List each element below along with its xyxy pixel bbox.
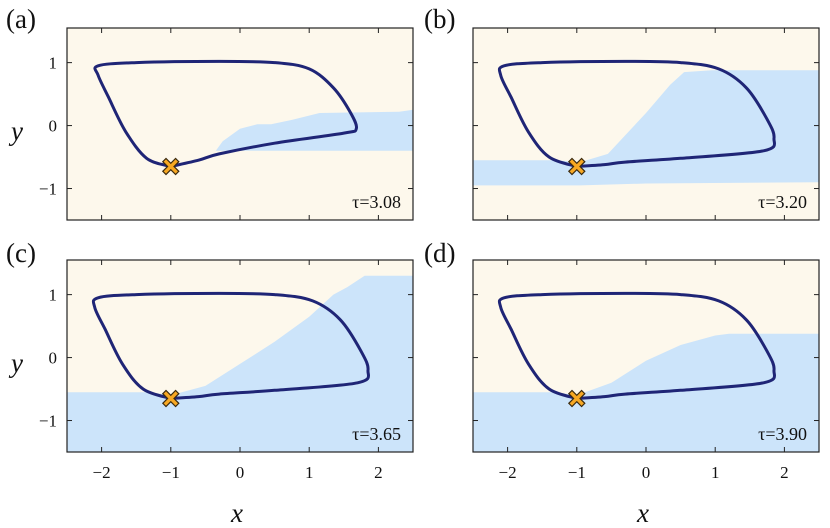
panel-label: (c) — [6, 238, 36, 268]
x-axis-label: x — [636, 498, 649, 528]
panel-label: (a) — [6, 4, 36, 34]
tau-annotation: τ=3.20 — [758, 192, 807, 212]
basin-region — [67, 275, 413, 452]
tau-annotation: τ=3.90 — [758, 424, 807, 444]
x-tick-label: 2 — [374, 463, 383, 482]
tau-annotation: τ=3.65 — [352, 424, 401, 444]
x-tick-label: −2 — [93, 463, 111, 482]
y-tick-label: 1 — [49, 286, 58, 305]
y-tick-label: 0 — [49, 349, 58, 368]
x-axis-label: x — [230, 498, 243, 528]
x-tick-label: −1 — [568, 463, 586, 482]
limit-cycle-curve — [91, 291, 371, 400]
x-tick-label: 1 — [711, 463, 720, 482]
basin-region — [473, 70, 819, 186]
panel-label: (b) — [424, 4, 455, 34]
tau-annotation: τ=3.08 — [352, 192, 401, 212]
y-axis-label: y — [8, 116, 23, 146]
initial-point-marker — [567, 157, 586, 176]
y-axis-label: y — [8, 348, 23, 378]
panel-d: −2 −1 0 1 2 x τ=3.90 (d) — [424, 238, 820, 528]
panel-c: 1 0 −1 −2 −1 0 1 2 y x τ=3.65 (c) — [6, 238, 414, 528]
y-tick-label: −1 — [39, 180, 57, 199]
panel-label: (d) — [424, 238, 455, 268]
x-tick-label: −1 — [162, 463, 180, 482]
x-tick-label: 1 — [305, 463, 314, 482]
initial-point-marker — [161, 389, 180, 408]
x-tick-label: 0 — [642, 463, 651, 482]
panel-b: τ=3.20 (b) — [424, 4, 820, 221]
y-tick-label: −1 — [39, 412, 57, 431]
initial-point-marker — [161, 157, 180, 176]
panel-a: 1 0 −1 y τ=3.08 (a) — [6, 4, 414, 221]
limit-cycle-curve — [497, 59, 777, 168]
x-tick-label: 2 — [780, 463, 789, 482]
y-tick-label: 0 — [49, 117, 58, 136]
limit-cycle-curve — [93, 59, 359, 168]
limit-cycle-curve — [497, 291, 777, 400]
initial-point-marker — [567, 389, 586, 408]
x-tick-label: −2 — [499, 463, 517, 482]
x-tick-label: 0 — [236, 463, 245, 482]
basin-region — [215, 109, 413, 151]
y-tick-label: 1 — [49, 54, 58, 73]
